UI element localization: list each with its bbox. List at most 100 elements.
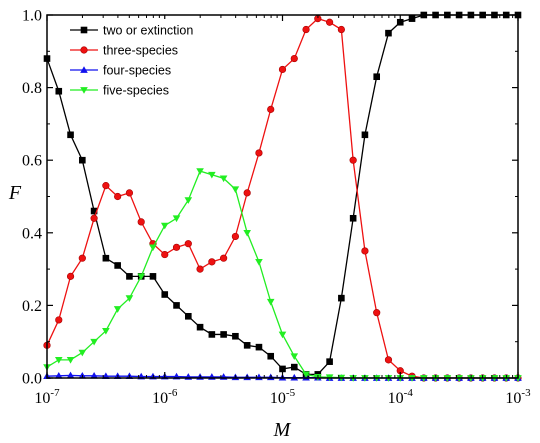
legend-item-2: four-species [70, 64, 171, 78]
x-axis-title: M [273, 419, 292, 441]
x-tick-label: 10-4 [388, 387, 414, 407]
series-1-point [208, 258, 216, 266]
legend-marker [80, 87, 88, 94]
series-1-point [278, 65, 287, 74]
series-3-point [278, 331, 287, 339]
series-1-point [90, 214, 98, 222]
legend-label: two or extinction [103, 24, 193, 38]
series-3-point [255, 258, 263, 266]
series-3-point [266, 298, 275, 306]
series-3-point [231, 186, 240, 194]
series-line-3 [46, 170, 518, 379]
series-0-point [267, 352, 275, 360]
series-1-point [114, 192, 122, 201]
legend-item-3: five-species [70, 84, 169, 98]
series-3-point [196, 168, 204, 175]
series-0-point [55, 87, 63, 95]
series-0-point [385, 29, 392, 37]
series-1-point [337, 25, 345, 34]
series-3-point [149, 244, 157, 252]
series-3-point [302, 371, 310, 379]
series-3-point [54, 357, 63, 364]
series-0-point [196, 323, 204, 331]
series-1-point [373, 309, 381, 317]
series-0-point [279, 365, 286, 373]
series-0-point [126, 273, 133, 280]
series-1-point [220, 254, 228, 262]
legend-marker [80, 26, 88, 34]
series-0-point [114, 262, 121, 269]
series-0-point [349, 214, 357, 222]
series-1-point [231, 232, 239, 241]
x-tick-label: 10-7 [34, 387, 60, 407]
series-1-point [184, 240, 192, 248]
series-1-point [172, 243, 181, 251]
series-1-point [78, 254, 86, 262]
y-axis-title: F [8, 182, 22, 204]
series-1-point [267, 105, 275, 113]
series-0-point [102, 254, 110, 262]
series-1-point [290, 54, 298, 63]
series-3-point [113, 306, 122, 313]
series-1-point [161, 250, 169, 259]
y-tick-label: 0.8 [22, 80, 42, 97]
series-3-point [90, 338, 98, 346]
series-0-point [290, 363, 298, 371]
series-0-point [255, 343, 263, 351]
series-1-point [384, 356, 393, 364]
x-tick-label: 10-6 [152, 387, 178, 407]
series-0-point [149, 273, 157, 280]
legend-box [66, 19, 236, 102]
series-0-point [185, 312, 192, 320]
series-1-point [55, 316, 63, 324]
series-0-point [220, 331, 227, 338]
series-0-point [396, 18, 404, 26]
x-tick-label: 10-5 [270, 387, 296, 407]
y-tick-label: 0.6 [22, 153, 42, 170]
series-1-point [326, 18, 334, 26]
series-0-point [361, 131, 369, 139]
series-3-point [125, 295, 134, 302]
series-0-point [232, 332, 239, 340]
series-3-point [78, 349, 87, 357]
legend-item-1: three-species [70, 44, 178, 58]
series-2-point [66, 371, 75, 379]
series-0-point [208, 331, 216, 338]
legend-marker [80, 46, 88, 54]
series-3-point [184, 197, 193, 204]
series-0-point [161, 291, 169, 298]
legend-item-0: two or extinction [70, 24, 193, 38]
series-0-point [338, 294, 345, 302]
legend-label: three-species [103, 44, 178, 58]
y-tick-label: 0.0 [22, 371, 42, 388]
series-0-point [173, 302, 180, 309]
series-0-point [79, 156, 86, 164]
series-3-point [137, 273, 146, 281]
series-3-point [243, 229, 251, 237]
series-1-point [361, 247, 369, 255]
series-3-point [102, 327, 110, 335]
series-3-point [219, 175, 228, 183]
series-0-point [326, 358, 333, 365]
series-3-point [66, 357, 75, 364]
series-0-point [67, 131, 74, 139]
series-1-point [66, 272, 75, 280]
y-tick-label: 0.2 [22, 298, 42, 315]
legend-label: five-species [103, 84, 169, 98]
legend-label: four-species [103, 64, 171, 78]
legend-marker [80, 66, 88, 73]
series-0-point [90, 207, 98, 215]
series-1-point [196, 265, 204, 273]
series-1-point [125, 189, 134, 197]
series-1-point [255, 149, 263, 157]
series-3-point [160, 222, 169, 230]
series-1-point [243, 189, 251, 197]
ticks-layer: 0.0 0.2 0.4 0.6 0.8 1.0 10-7 10-6 10-5 10-4 10-3 [22, 8, 531, 408]
series-3 [43, 168, 522, 382]
series-3-point [172, 215, 181, 223]
series-0-point [408, 15, 416, 22]
series-1-point [302, 25, 310, 34]
series-2-point [54, 372, 63, 379]
series-0-point [373, 73, 381, 81]
